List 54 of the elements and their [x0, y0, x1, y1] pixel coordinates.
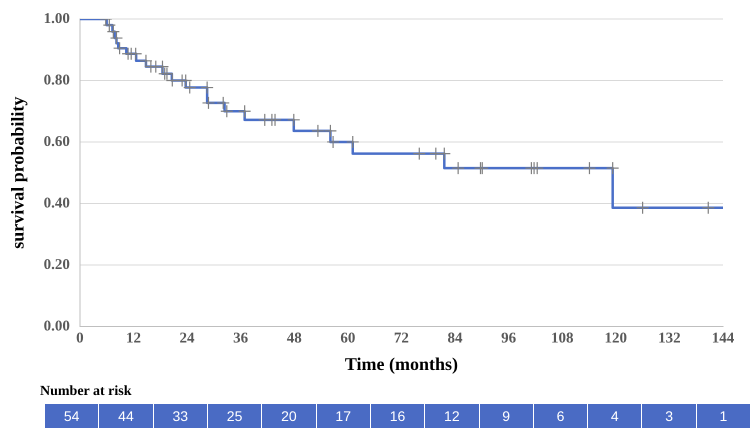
x-tick-label: 12	[126, 330, 141, 346]
point	[200, 80, 214, 94]
point	[311, 124, 325, 138]
data-label: 6	[534, 404, 588, 428]
x-tick-label: 96	[501, 330, 517, 346]
x-tick-label: 60	[340, 330, 356, 346]
y-tick-label: 0.40	[44, 195, 70, 212]
x-tick-label: 120	[604, 330, 628, 346]
point	[268, 113, 282, 126]
x-tick-label: 36	[233, 330, 249, 346]
x-tick-label: 144	[712, 330, 735, 346]
x-tick-label: 24	[180, 330, 196, 346]
point	[452, 161, 465, 175]
point	[606, 161, 620, 175]
point	[202, 96, 216, 110]
point	[238, 104, 252, 118]
data-label: 3	[642, 404, 697, 428]
x-tick-label: 132	[658, 330, 681, 346]
point	[438, 147, 451, 160]
point	[636, 201, 650, 214]
text: Number at risk	[40, 384, 132, 400]
point	[287, 113, 300, 126]
x-tick-label: 84	[448, 330, 464, 346]
point	[346, 135, 360, 149]
point	[216, 96, 230, 110]
y-tick-label: 0.60	[44, 134, 70, 150]
y-tick-label: 0.20	[44, 256, 70, 273]
point	[324, 124, 338, 138]
y-tick-label: 0.80	[44, 72, 70, 88]
data-label: 44	[99, 404, 154, 428]
x-axis-title: Time (months)	[344, 354, 458, 374]
x-tick-label: 0	[76, 330, 84, 346]
y-tick-label: 0.00	[44, 318, 70, 334]
data-label: 25	[208, 404, 262, 428]
data-label: 9	[480, 404, 534, 428]
point	[530, 161, 544, 175]
data-label: 20	[262, 404, 317, 428]
data-label: 33	[154, 404, 208, 428]
data-label: 1	[696, 404, 751, 428]
point	[702, 201, 715, 214]
point	[220, 104, 234, 118]
x-tick-label: 72	[394, 330, 409, 346]
x-tick-label: 48	[286, 330, 302, 346]
y-axis-title: survival probability	[7, 96, 28, 249]
data-label: 17	[316, 404, 371, 428]
data-label: 12	[425, 404, 480, 428]
point	[412, 147, 426, 160]
point	[582, 161, 596, 175]
y-tick-label: 1.00	[44, 10, 70, 27]
x-tick-label: 108	[550, 330, 574, 346]
data-label: 16	[370, 404, 426, 428]
data-label: 4	[588, 404, 642, 428]
point	[326, 135, 340, 149]
data-label: 54	[45, 404, 100, 428]
